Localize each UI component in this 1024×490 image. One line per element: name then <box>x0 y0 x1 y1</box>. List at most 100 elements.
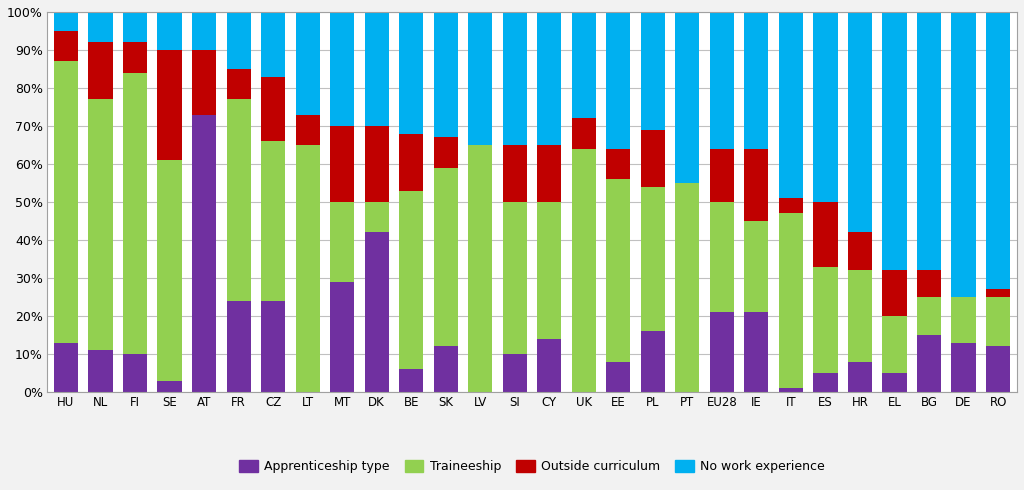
Bar <box>330 12 354 126</box>
Bar <box>848 270 872 362</box>
Bar <box>433 137 458 168</box>
Bar <box>744 312 768 392</box>
Bar <box>951 297 976 343</box>
Bar <box>744 149 768 221</box>
Bar <box>54 61 78 343</box>
Bar <box>88 12 113 42</box>
Bar <box>538 339 561 392</box>
Bar <box>158 381 181 392</box>
Bar <box>779 198 803 213</box>
Bar <box>986 12 1010 290</box>
Bar <box>848 362 872 392</box>
Bar <box>503 354 526 392</box>
Bar <box>675 183 699 392</box>
Bar <box>538 202 561 339</box>
Bar <box>88 350 113 392</box>
Bar <box>606 12 631 149</box>
Bar <box>399 369 423 392</box>
Bar <box>261 76 286 141</box>
Bar <box>710 202 734 312</box>
Bar <box>538 12 561 145</box>
Bar <box>606 179 631 362</box>
Bar <box>503 145 526 202</box>
Bar <box>813 267 838 373</box>
Bar <box>744 221 768 312</box>
Bar <box>641 187 665 331</box>
Bar <box>296 115 319 145</box>
Bar <box>675 12 699 183</box>
Bar <box>123 73 147 354</box>
Bar <box>158 50 181 160</box>
Bar <box>503 12 526 145</box>
Bar <box>571 119 596 149</box>
Bar <box>261 12 286 76</box>
Bar <box>916 297 941 335</box>
Bar <box>986 290 1010 297</box>
Bar <box>848 12 872 232</box>
Bar <box>710 12 734 149</box>
Bar <box>641 130 665 187</box>
Bar <box>123 42 147 73</box>
Bar <box>88 42 113 99</box>
Bar <box>399 134 423 191</box>
Bar <box>433 168 458 346</box>
Bar <box>365 126 389 202</box>
Bar <box>261 141 286 301</box>
Bar <box>88 99 113 350</box>
Bar <box>951 343 976 392</box>
Bar <box>330 282 354 392</box>
Bar <box>710 312 734 392</box>
Bar <box>296 12 319 115</box>
Bar <box>916 270 941 297</box>
Bar <box>916 12 941 270</box>
Bar <box>433 346 458 392</box>
Bar <box>226 69 251 99</box>
Bar <box>330 202 354 282</box>
Bar <box>468 145 493 392</box>
Bar <box>123 12 147 42</box>
Bar <box>191 115 216 392</box>
Bar <box>813 373 838 392</box>
Bar <box>191 12 216 50</box>
Bar <box>641 12 665 130</box>
Bar <box>986 346 1010 392</box>
Bar <box>330 126 354 202</box>
Bar <box>710 149 734 202</box>
Bar <box>606 149 631 179</box>
Bar <box>54 343 78 392</box>
Bar <box>606 362 631 392</box>
Bar <box>779 12 803 198</box>
Bar <box>226 99 251 301</box>
Bar <box>399 12 423 134</box>
Bar <box>503 202 526 354</box>
Bar <box>54 31 78 61</box>
Bar <box>158 12 181 50</box>
Bar <box>123 354 147 392</box>
Bar <box>191 50 216 115</box>
Bar <box>261 301 286 392</box>
Bar <box>813 202 838 267</box>
Bar <box>951 12 976 297</box>
Bar <box>571 149 596 392</box>
Bar <box>226 12 251 69</box>
Legend: Apprenticeship type, Traineeship, Outside curriculum, No work experience: Apprenticeship type, Traineeship, Outsid… <box>234 455 829 478</box>
Bar <box>54 12 78 31</box>
Bar <box>744 12 768 149</box>
Bar <box>813 12 838 202</box>
Bar <box>779 213 803 388</box>
Bar <box>779 388 803 392</box>
Bar <box>571 12 596 119</box>
Bar <box>883 12 906 270</box>
Bar <box>848 232 872 270</box>
Bar <box>399 191 423 369</box>
Bar <box>365 202 389 232</box>
Bar <box>641 331 665 392</box>
Bar <box>986 297 1010 346</box>
Bar <box>916 335 941 392</box>
Bar <box>883 270 906 316</box>
Bar <box>433 12 458 137</box>
Bar <box>883 373 906 392</box>
Bar <box>365 12 389 126</box>
Bar <box>158 160 181 381</box>
Bar <box>468 12 493 145</box>
